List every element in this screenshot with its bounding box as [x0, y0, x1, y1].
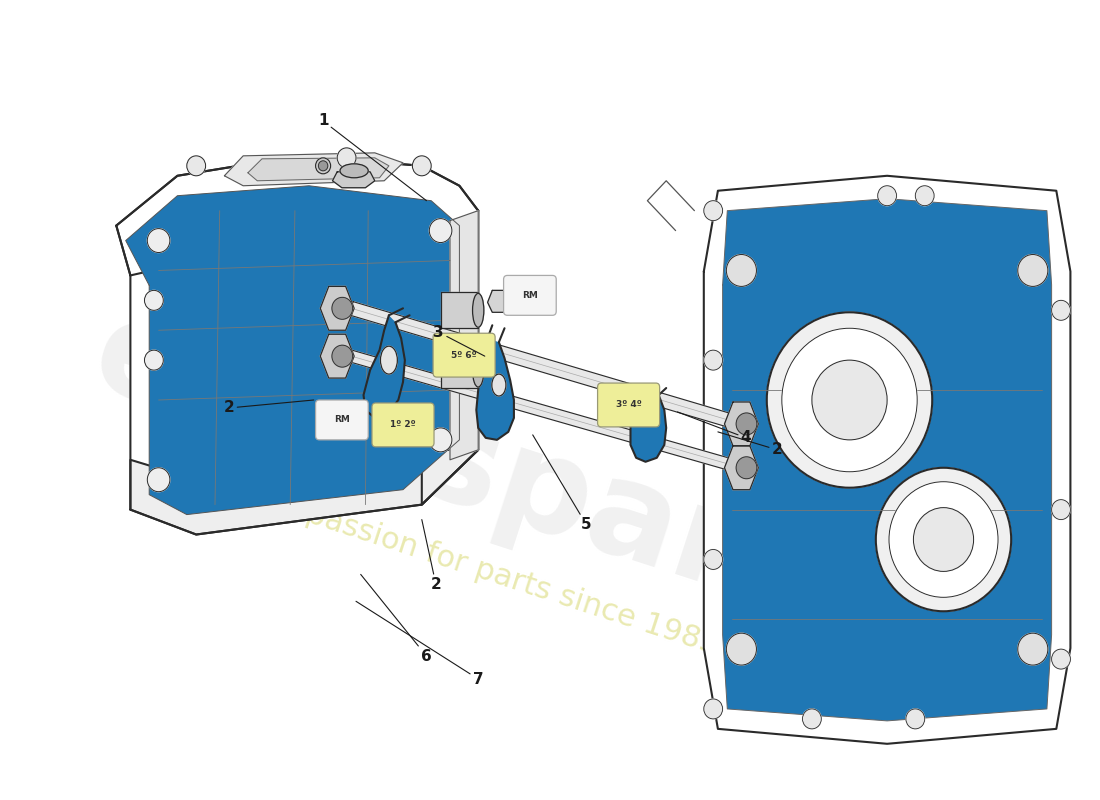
Polygon shape — [441, 352, 478, 388]
Circle shape — [412, 156, 431, 176]
Text: 3º 4º: 3º 4º — [616, 401, 641, 410]
Ellipse shape — [340, 164, 368, 178]
Circle shape — [187, 156, 206, 176]
Text: 4: 4 — [678, 412, 751, 446]
Polygon shape — [320, 286, 354, 330]
Text: eurospares: eurospares — [78, 287, 920, 672]
Circle shape — [1052, 300, 1070, 320]
Circle shape — [147, 468, 169, 492]
Polygon shape — [450, 210, 478, 460]
Circle shape — [704, 550, 723, 570]
Circle shape — [906, 709, 925, 729]
Circle shape — [1052, 649, 1070, 669]
Circle shape — [889, 482, 998, 598]
Polygon shape — [725, 446, 758, 490]
Circle shape — [332, 298, 353, 319]
Ellipse shape — [473, 353, 484, 387]
Polygon shape — [363, 315, 405, 418]
Circle shape — [876, 468, 1011, 611]
Polygon shape — [125, 186, 460, 514]
Polygon shape — [131, 450, 478, 534]
Text: RM: RM — [522, 291, 538, 300]
Polygon shape — [117, 156, 478, 534]
Circle shape — [144, 290, 163, 310]
FancyBboxPatch shape — [372, 403, 434, 447]
Circle shape — [736, 457, 757, 478]
Text: 2: 2 — [223, 400, 314, 415]
Polygon shape — [224, 153, 403, 186]
Ellipse shape — [381, 346, 397, 374]
Text: RM: RM — [334, 415, 350, 425]
Circle shape — [147, 229, 169, 253]
Circle shape — [704, 350, 723, 370]
Circle shape — [318, 161, 328, 170]
Polygon shape — [421, 210, 478, 505]
Circle shape — [726, 254, 757, 286]
Polygon shape — [487, 290, 520, 312]
Circle shape — [704, 201, 723, 221]
Polygon shape — [704, 176, 1070, 744]
Circle shape — [429, 428, 452, 452]
Circle shape — [338, 148, 356, 168]
Polygon shape — [117, 156, 478, 275]
Circle shape — [767, 312, 932, 488]
Polygon shape — [320, 334, 354, 378]
Circle shape — [1052, 500, 1070, 519]
Circle shape — [429, 218, 452, 242]
Circle shape — [704, 699, 723, 719]
Text: 2: 2 — [718, 432, 782, 458]
Text: 1: 1 — [318, 114, 427, 201]
Ellipse shape — [473, 294, 484, 327]
Text: 5º 6º: 5º 6º — [451, 350, 477, 360]
Circle shape — [878, 186, 896, 206]
Circle shape — [736, 413, 757, 435]
Polygon shape — [350, 350, 742, 474]
Text: 5: 5 — [532, 435, 592, 532]
Text: 7: 7 — [356, 602, 484, 686]
Circle shape — [1018, 254, 1048, 286]
Text: a passion for parts since 1985: a passion for parts since 1985 — [275, 490, 723, 661]
Text: 6: 6 — [361, 574, 432, 664]
Circle shape — [1018, 633, 1048, 665]
Ellipse shape — [515, 290, 526, 312]
Polygon shape — [725, 402, 758, 446]
FancyBboxPatch shape — [433, 334, 495, 377]
Circle shape — [316, 158, 331, 174]
Text: 3: 3 — [433, 325, 485, 356]
Text: 1º 2º: 1º 2º — [390, 421, 416, 430]
Circle shape — [913, 508, 974, 571]
Circle shape — [726, 633, 757, 665]
Polygon shape — [350, 302, 744, 430]
Circle shape — [782, 328, 917, 472]
Circle shape — [803, 709, 822, 729]
Ellipse shape — [492, 374, 506, 396]
Polygon shape — [441, 292, 478, 328]
Text: 2: 2 — [421, 519, 441, 592]
FancyBboxPatch shape — [597, 383, 660, 427]
Circle shape — [332, 345, 353, 367]
Circle shape — [144, 350, 163, 370]
FancyBboxPatch shape — [504, 275, 557, 315]
Polygon shape — [630, 392, 667, 462]
Circle shape — [812, 360, 887, 440]
Polygon shape — [248, 158, 389, 181]
Polygon shape — [332, 172, 375, 188]
FancyBboxPatch shape — [316, 400, 369, 440]
Polygon shape — [476, 338, 514, 440]
Polygon shape — [723, 198, 1052, 721]
Circle shape — [915, 186, 934, 206]
